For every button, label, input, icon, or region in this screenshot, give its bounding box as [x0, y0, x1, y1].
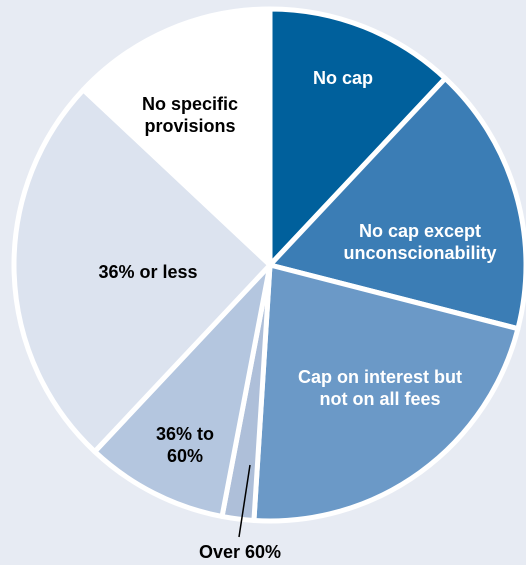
slice-label: 36% to 60%	[155, 424, 215, 466]
slice-label: 36% or less	[98, 262, 198, 282]
slice	[11, 87, 273, 455]
slice	[80, 6, 273, 268]
slice	[251, 262, 521, 524]
slice-label: No specific provisions	[141, 94, 239, 136]
slice-label: No cap	[312, 68, 373, 88]
leader-line	[238, 464, 251, 538]
slice	[267, 6, 448, 268]
slice-label: Cap on interest but not on all fees	[297, 367, 462, 409]
slice-label: Over 60%	[198, 542, 282, 562]
slice	[92, 262, 273, 519]
slice	[267, 75, 526, 332]
slice-label: No cap except unconscionability	[343, 221, 497, 263]
